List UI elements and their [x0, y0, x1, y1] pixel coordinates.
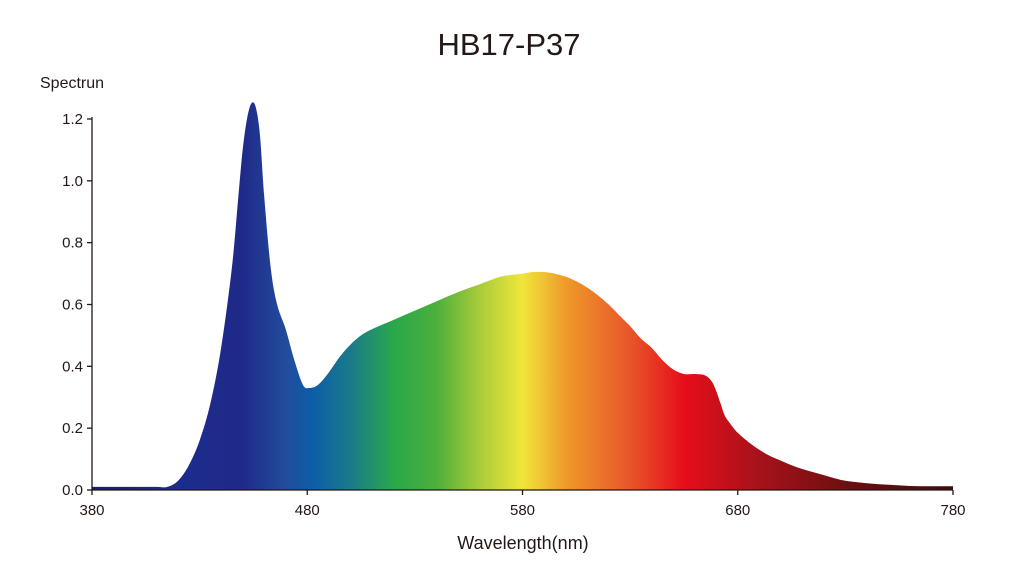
y-tick-label: 0.4: [62, 358, 83, 375]
x-tick-label: 680: [725, 502, 750, 519]
x-tick-label: 780: [940, 502, 965, 519]
y-tick-label: 0.8: [62, 235, 83, 252]
x-tick-label: 580: [510, 502, 535, 519]
y-tick-label: 0.0: [62, 482, 83, 499]
y-tick-label: 0.2: [62, 420, 83, 437]
spectrum-area: [92, 102, 953, 490]
x-axis-label: Wavelength(nm): [457, 533, 588, 553]
x-tick-label: 380: [79, 502, 104, 519]
y-tick-label: 0.6: [62, 297, 83, 314]
x-axis-ticks: 380 480 580 680 780: [79, 490, 966, 519]
y-axis-ticks: 0.0 0.2 0.4 0.6 0.8 1.0 1.2: [62, 111, 92, 499]
y-tick-label: 1.2: [62, 111, 83, 128]
chart-title: HB17-P37: [437, 27, 580, 62]
y-tick-label: 1.0: [62, 173, 83, 190]
x-tick-label: 480: [295, 502, 320, 519]
y-axis-label: Spectrun: [40, 75, 104, 92]
